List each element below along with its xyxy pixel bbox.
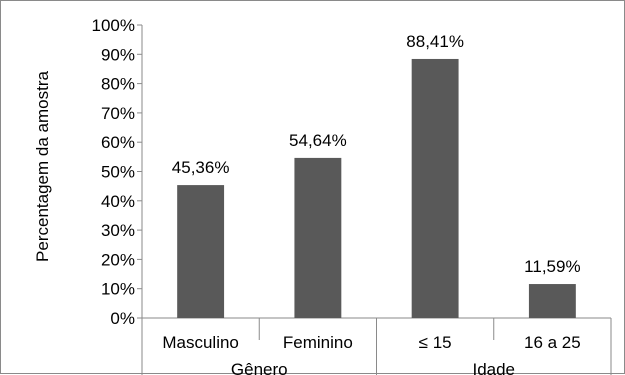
y-tick-label: 80% — [101, 75, 135, 94]
y-tick-label: 0% — [110, 309, 135, 328]
data-label: 11,59% — [524, 257, 580, 276]
chart-labels: 45,36% Masculino 54,64% Feminino 88,41% ≤ 15 1… — [162, 32, 580, 375]
data-label: 88,41% — [406, 32, 464, 51]
y-tick-label: 30% — [101, 221, 135, 240]
y-tick-label: 60% — [101, 133, 135, 152]
bar — [528, 284, 576, 318]
x-tick-label: 16 a 25 — [524, 333, 581, 352]
x-tick-label: Feminino — [283, 333, 353, 352]
chart-axes: 0% 10% 20% 30% 40% 50% 60% 70% 80% 90% 100% — [92, 16, 612, 375]
x-tick-label: Masculino — [162, 333, 239, 352]
data-label: 54,64% — [289, 131, 347, 150]
y-tick-label: 70% — [101, 104, 135, 123]
y-tick-label: 20% — [101, 250, 135, 269]
bar — [294, 157, 342, 318]
x-tick-label: ≤ 15 — [419, 333, 452, 352]
group-label: Idade — [472, 360, 515, 375]
chart-bars — [177, 58, 576, 318]
y-tick-label: 100% — [92, 16, 135, 35]
group-label: Gênero — [231, 360, 288, 375]
bar — [177, 185, 225, 318]
bar — [411, 58, 459, 318]
y-axis-label: Percentagem da amostra — [33, 71, 52, 262]
y-tick-label: 50% — [101, 163, 135, 182]
y-tick-label: 10% — [101, 280, 135, 299]
y-tick-label: 90% — [101, 45, 135, 64]
y-tick-label: 40% — [101, 192, 135, 211]
data-label: 45,36% — [172, 158, 230, 177]
